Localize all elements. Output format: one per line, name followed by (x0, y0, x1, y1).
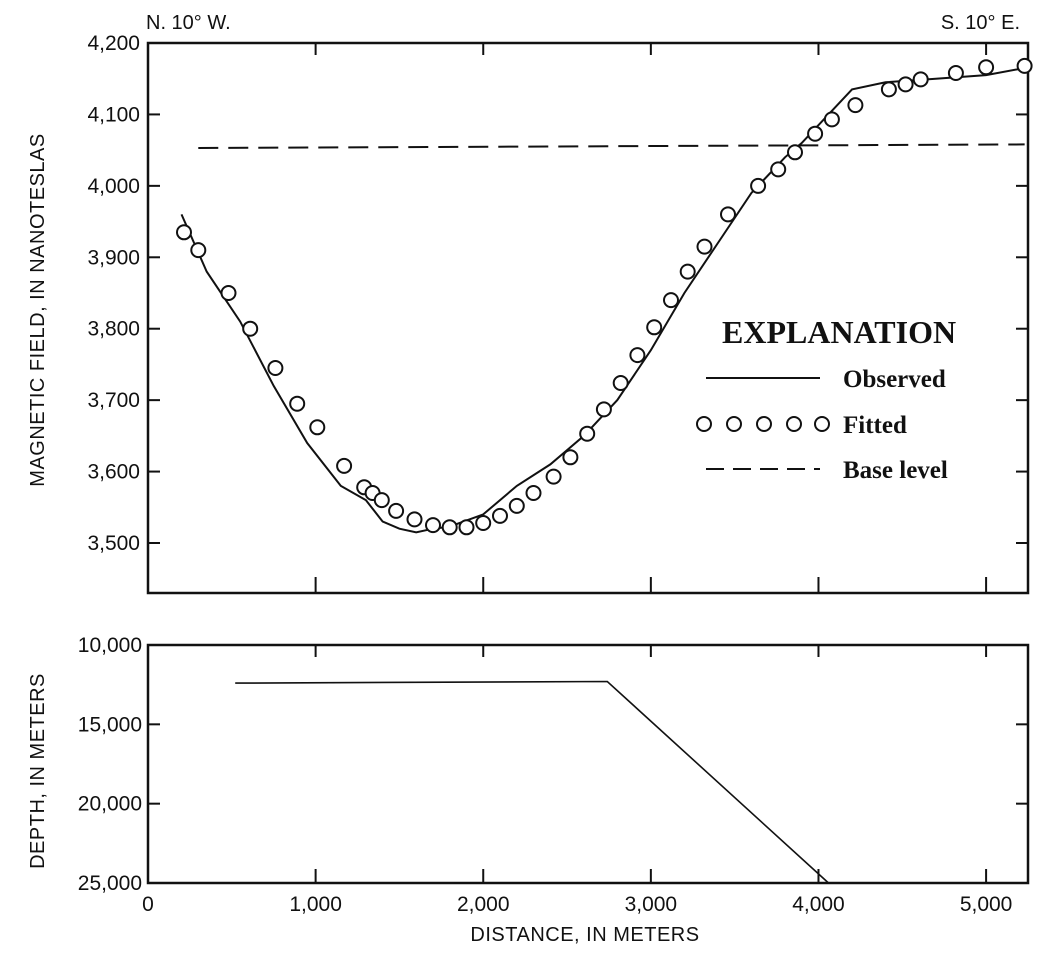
top-y-tick-label: 3,900 (87, 246, 140, 269)
fitted-point (978, 59, 995, 76)
fitted-point (947, 65, 964, 81)
bottom-y-tick-label: 25,000 (78, 872, 142, 895)
fitted-point (525, 485, 542, 501)
fitted-point (595, 401, 612, 418)
magnetic-field-panel: 3,500 3,600 3,700 3,800 3,900 4,000 4,100 4,200… (27, 12, 1033, 595)
x-tick-label: 0 (142, 893, 154, 916)
top-y-tick-label: 3,600 (87, 461, 140, 484)
fitted-point (190, 242, 207, 259)
base-level-line (198, 143, 1025, 149)
top-y-tick-label: 3,700 (87, 389, 140, 412)
top-y-tick-label: 4,000 (87, 175, 140, 198)
x-tick-label: 1,000 (289, 893, 342, 916)
fitted-point (1016, 57, 1033, 74)
legend-fitted-label: Fitted (843, 412, 907, 439)
fitted-point (458, 519, 475, 536)
top-y-tick-label: 3,500 (87, 532, 140, 555)
fitted-point (309, 419, 326, 436)
bottom-y-tick-label: 20,000 (78, 793, 142, 816)
bottom-y-tick-label: 10,000 (78, 634, 142, 657)
fitted-point (847, 97, 864, 114)
fitted-point (770, 161, 787, 178)
top-y-tick-labels: 3,500 3,600 3,700 3,800 3,900 4,000 4,100 4,200 (87, 32, 140, 555)
bottom-plot-series (235, 680, 831, 884)
top-plot-frame (146, 41, 1030, 595)
top-y-tick-label: 3,800 (87, 318, 140, 341)
depth-model-panel: 10,000 15,000 20,000 25,000 0 1,000 2,000 3,00… (27, 634, 1030, 946)
x-tick-label: 5,000 (960, 893, 1013, 916)
fitted-point (787, 144, 803, 161)
fitted-point (696, 238, 713, 255)
fitted-point (807, 125, 824, 142)
top-y-tick-label: 4,200 (87, 32, 140, 55)
bottom-y-axis-title: DEPTH, IN METERS (27, 673, 49, 869)
fitted-point (679, 263, 696, 280)
bottom-x-tick-labels: 0 1,000 2,000 3,000 4,000 5,000 (142, 893, 1012, 916)
observed-line (180, 67, 1025, 534)
fitted-point (441, 519, 458, 536)
fitted-point (475, 515, 492, 531)
legend-fitted-circle (786, 416, 802, 432)
legend-title: EXPLANATION (722, 314, 956, 350)
legend-fitted-circle (756, 416, 772, 432)
fitted-point (880, 81, 897, 98)
fitted-point (492, 507, 508, 524)
x-tick-label: 4,000 (792, 893, 845, 916)
source-body-outline (235, 680, 831, 884)
top-y-tick-label: 4,100 (87, 103, 140, 126)
top-plot-series (176, 57, 1033, 536)
bottom-y-tick-labels: 10,000 15,000 20,000 25,000 (78, 634, 142, 895)
fitted-point (629, 347, 646, 364)
fitted-point (388, 502, 405, 519)
direction-left-label: N. 10° W. (146, 12, 231, 34)
fitted-point (267, 360, 284, 376)
legend: EXPLANATION Observed Fitted Base level (696, 314, 956, 484)
fitted-point (897, 76, 914, 93)
top-y-axis-title: MAGNETIC FIELD, IN NANOTESLAS (27, 133, 49, 486)
fitted-point (912, 71, 929, 88)
bottom-y-tick-label: 15,000 (78, 713, 142, 736)
fitted-point (545, 468, 562, 485)
legend-fitted-circle (726, 416, 742, 432)
fitted-point (750, 177, 767, 194)
legend-fitted-swatch (696, 416, 830, 432)
x-tick-label: 3,000 (625, 893, 678, 916)
legend-fitted-circle (696, 416, 712, 432)
fitted-point (289, 395, 306, 412)
fitted-point (373, 492, 390, 509)
fitted-point (406, 511, 423, 528)
direction-right-label: S. 10° E. (941, 12, 1020, 34)
fitted-point (176, 224, 192, 241)
fitted-point (579, 425, 596, 442)
fitted-point (823, 111, 840, 128)
top-axis-ticks (148, 42, 1028, 593)
fitted-point (220, 285, 237, 301)
x-axis-title: DISTANCE, IN METERS (470, 924, 699, 946)
fitted-point (336, 457, 353, 474)
legend-observed-label: Observed (843, 366, 946, 393)
fitted-point (508, 497, 525, 514)
fitted-point (562, 449, 579, 466)
legend-fitted-circle (814, 416, 830, 432)
fitted-point (612, 375, 629, 391)
fitted-point (242, 320, 259, 337)
bottom-axis-ticks (148, 644, 1028, 884)
fitted-point (663, 292, 679, 309)
fitted-point (646, 319, 663, 336)
bottom-plot-frame (146, 643, 1030, 885)
x-tick-label: 2,000 (457, 893, 510, 916)
fitted-point (425, 517, 441, 534)
fitted-point (720, 206, 736, 223)
legend-base-level-label: Base level (843, 457, 948, 484)
